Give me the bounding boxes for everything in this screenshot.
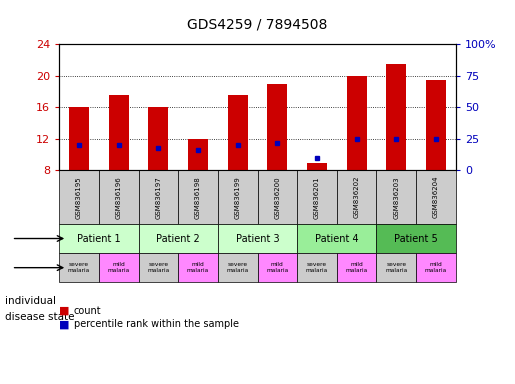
Text: GSM836200: GSM836200 xyxy=(274,176,280,218)
Bar xyxy=(99,170,139,224)
Text: ■: ■ xyxy=(59,319,70,329)
Bar xyxy=(347,76,367,170)
Text: GSM836198: GSM836198 xyxy=(195,176,201,218)
Bar xyxy=(109,96,129,170)
Text: GDS4259 / 7894508: GDS4259 / 7894508 xyxy=(187,18,328,32)
Bar xyxy=(228,96,248,170)
Bar xyxy=(307,162,327,170)
Text: Patient 4: Patient 4 xyxy=(315,233,358,243)
Text: mild
malaria: mild malaria xyxy=(425,262,447,273)
Bar xyxy=(376,253,416,282)
Bar xyxy=(297,253,337,282)
Bar xyxy=(416,253,456,282)
Text: GSM836201: GSM836201 xyxy=(314,176,320,218)
Text: GSM836199: GSM836199 xyxy=(235,176,241,218)
Bar xyxy=(337,170,376,224)
Bar xyxy=(218,170,258,224)
Bar xyxy=(148,107,168,170)
Text: severe
malaria: severe malaria xyxy=(306,262,328,273)
Text: GSM836202: GSM836202 xyxy=(354,176,359,218)
Bar xyxy=(267,84,287,170)
Text: severe
malaria: severe malaria xyxy=(68,262,90,273)
Text: disease state: disease state xyxy=(5,312,75,322)
Text: severe
malaria: severe malaria xyxy=(147,262,169,273)
Bar xyxy=(416,170,456,224)
Text: GSM836195: GSM836195 xyxy=(76,176,82,218)
Text: Patient 2: Patient 2 xyxy=(157,233,200,243)
Text: percentile rank within the sample: percentile rank within the sample xyxy=(74,319,238,329)
Text: mild
malaria: mild malaria xyxy=(108,262,130,273)
Bar xyxy=(386,64,406,170)
Text: ■: ■ xyxy=(59,306,70,316)
Bar xyxy=(139,170,178,224)
Bar xyxy=(218,224,297,253)
Bar xyxy=(376,170,416,224)
Text: individual: individual xyxy=(5,296,56,306)
Bar xyxy=(297,224,376,253)
Text: severe
malaria: severe malaria xyxy=(227,262,249,273)
Text: mild
malaria: mild malaria xyxy=(266,262,288,273)
Bar xyxy=(178,253,218,282)
Bar xyxy=(99,253,139,282)
Bar xyxy=(59,170,99,224)
Bar xyxy=(337,253,376,282)
Bar xyxy=(178,170,218,224)
Bar xyxy=(376,224,456,253)
Text: GSM836203: GSM836203 xyxy=(393,176,399,218)
Text: mild
malaria: mild malaria xyxy=(187,262,209,273)
Text: mild
malaria: mild malaria xyxy=(346,262,368,273)
Bar xyxy=(59,224,139,253)
Text: GSM836197: GSM836197 xyxy=(156,176,161,218)
Bar xyxy=(59,253,99,282)
Bar xyxy=(139,253,178,282)
Bar xyxy=(139,224,218,253)
Bar xyxy=(258,253,297,282)
Bar xyxy=(258,170,297,224)
Text: severe
malaria: severe malaria xyxy=(385,262,407,273)
Bar xyxy=(426,80,446,170)
Bar xyxy=(218,253,258,282)
Text: GSM836204: GSM836204 xyxy=(433,176,439,218)
Text: GSM836196: GSM836196 xyxy=(116,176,122,218)
Bar xyxy=(69,107,89,170)
Text: Patient 1: Patient 1 xyxy=(77,233,121,243)
Text: Patient 3: Patient 3 xyxy=(236,233,279,243)
Bar xyxy=(188,139,208,170)
Bar xyxy=(297,170,337,224)
Text: count: count xyxy=(74,306,101,316)
Text: Patient 5: Patient 5 xyxy=(394,233,438,243)
